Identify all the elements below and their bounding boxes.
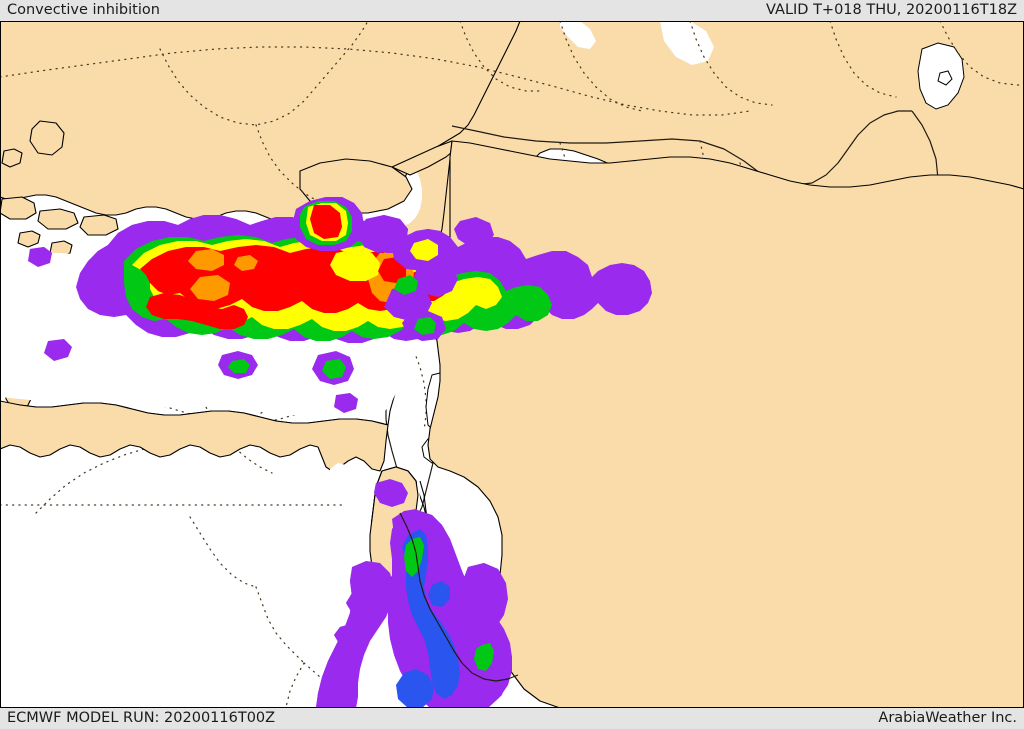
cin-final-redsea-east: [462, 563, 508, 633]
island-aegean-c: [79, 214, 119, 236]
cin-final-orange-2: [190, 275, 230, 301]
cin-final-redsea-blue-mid: [428, 581, 450, 607]
island-aegean-a: [0, 196, 37, 220]
admin-egypt-7: [255, 586, 305, 664]
redsea-axis-line-top: [399, 512, 519, 682]
land-egypt-north: [0, 400, 389, 472]
cin-final-iso-purple-4: [28, 247, 52, 267]
cin-final-cyprus-red: [310, 205, 342, 239]
admin-turkey-7: [829, 21, 897, 98]
cin-final-redsea-southeast: [458, 657, 506, 708]
island-aegean-d: [17, 230, 41, 248]
attribution-label: ArabiaWeather Inc.: [878, 710, 1017, 726]
cin-final-levant-c: [412, 261, 458, 297]
admin-turkey-6: [689, 21, 773, 106]
sea-black-sea-sliver-b: [660, 21, 714, 65]
land-levant-strip: [427, 140, 1024, 708]
footer-bar: ECMWF MODEL RUN: 20200116T00Z ArabiaWeat…: [0, 708, 1024, 729]
cin-final-redsea-blue-lower: [396, 669, 434, 708]
lake-urmia-islet: [937, 70, 953, 86]
cin-final-levant-f: [454, 217, 494, 247]
admin-egypt-6: [189, 516, 257, 588]
cin-final-red-east: [378, 257, 406, 283]
valid-time-label: VALID T+018 THU, 20200116T18Z: [766, 2, 1017, 18]
map-canvas[interactable]: [0, 21, 1024, 708]
cin-final-orange-1: [188, 249, 224, 271]
island-aegean-b: [37, 208, 79, 230]
admin-turkey-2: [159, 21, 369, 126]
cin-final-levant-yellow: [410, 239, 438, 261]
cin-final-iso-green-1: [228, 359, 250, 373]
cin-final-yellow-east: [330, 249, 380, 281]
admin-sinai-1: [413, 350, 427, 432]
model-run-label: ECMWF MODEL RUN: 20200116T00Z: [7, 710, 276, 726]
cin-final-iso-green-2: [322, 359, 346, 379]
admin-egypt-sudan-line: [303, 662, 369, 708]
cin-final-red-sw-lobe: [146, 293, 248, 329]
cin-final-redsea-green-aqaba: [404, 537, 424, 577]
cin-final-iso-purple-5: [44, 339, 72, 361]
page-title: Convective inhibition: [7, 2, 160, 18]
cin-final-redsea-green-south: [474, 643, 494, 671]
island-rhodes: [29, 120, 65, 156]
convection-overlay-final: [28, 197, 652, 708]
admin-turkey-4: [459, 21, 543, 92]
header-bar: Convective inhibition VALID T+018 THU, 2…: [0, 0, 1024, 21]
admin-turkey-8: [939, 21, 1024, 86]
cin-final-orange-3: [234, 255, 258, 271]
admin-egypt-4: [35, 442, 223, 514]
cin-final-redsea-gulf-suez: [374, 479, 408, 507]
cin-final-levant-green-a: [394, 275, 418, 295]
cin-final-levant-green-b: [414, 317, 436, 335]
cin-final-redsea-sinai-sw: [334, 623, 366, 649]
island-crete-west: [1, 148, 23, 168]
cin-final-iso-purple-3: [334, 393, 358, 413]
cin-final-redsea-sinai-w: [346, 589, 374, 615]
sea-black-sea-sliver: [560, 21, 596, 49]
admin-turkey-1: [0, 46, 751, 116]
